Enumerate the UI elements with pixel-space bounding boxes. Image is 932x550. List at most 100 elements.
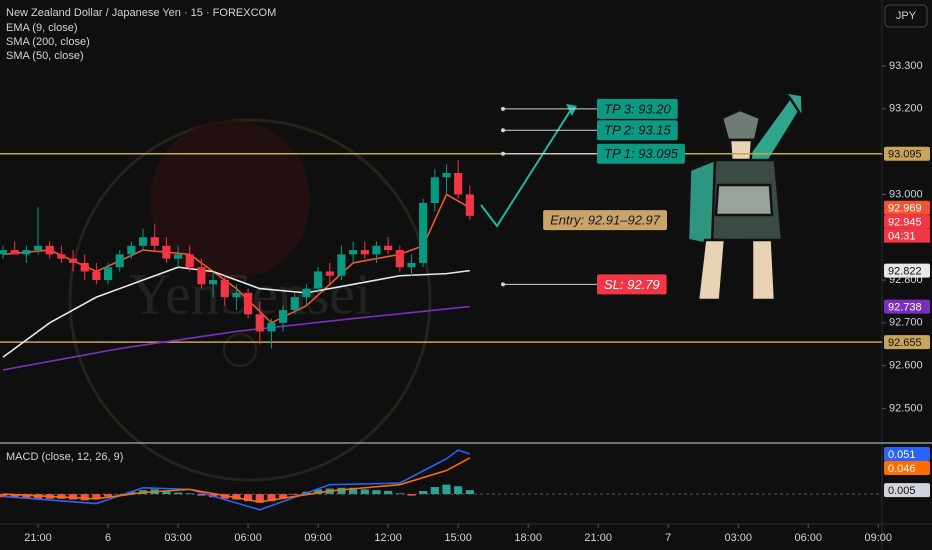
price-label: 92.738 xyxy=(888,301,922,313)
candle-body xyxy=(173,254,183,259)
legend-entry: SMA (200, close) xyxy=(6,36,90,48)
projection-arrow xyxy=(480,107,573,228)
candle-body xyxy=(430,177,439,203)
x-tick-label: 7 xyxy=(665,532,671,544)
candle-body xyxy=(419,202,428,263)
annotation-label: TP 3: 93.20 xyxy=(604,101,671,116)
price-label-box xyxy=(884,146,930,161)
chart-title: New Zealand Dollar / Japanese Yen · 15 ·… xyxy=(6,7,276,19)
candle-body xyxy=(57,254,66,259)
histogram-bar xyxy=(279,494,288,499)
histogram-bar xyxy=(267,494,276,502)
histogram-bar xyxy=(372,490,381,495)
price-label: 0.051 xyxy=(888,449,916,461)
x-tick-label: 06:00 xyxy=(234,532,262,544)
x-tick-label: 21:00 xyxy=(584,532,612,544)
legend-entry: EMA (9, close) xyxy=(6,22,78,34)
annotation-dot xyxy=(501,151,505,156)
indicator-line xyxy=(2,266,470,358)
candle-body xyxy=(267,322,276,332)
macd-title: MACD (close, 12, 26, 9) xyxy=(6,451,123,463)
annotation-label: TP 1: 93.095 xyxy=(604,146,679,161)
candle-body xyxy=(22,250,31,255)
currency[interactable]: JPY xyxy=(896,10,917,22)
x-tick-label: 03:00 xyxy=(164,532,192,544)
histogram-bar xyxy=(185,493,194,495)
annotation-label: TP 2: 93.15 xyxy=(604,123,671,138)
histogram-bar xyxy=(0,494,8,498)
candle-body xyxy=(290,297,299,311)
candle-body xyxy=(127,245,136,255)
x-tick-label: 15:00 xyxy=(444,532,472,544)
y-tick-label: 93.200 xyxy=(889,103,923,115)
y-tick-label: 92.600 xyxy=(889,360,923,372)
candle-body xyxy=(232,292,241,298)
candle-body xyxy=(0,250,8,255)
price-label: 92.969 xyxy=(888,203,922,215)
candle-body xyxy=(442,173,451,178)
histogram-bar xyxy=(419,490,428,495)
candle-body xyxy=(302,288,311,298)
annotation-dot xyxy=(501,128,505,133)
histogram-bar xyxy=(395,493,404,495)
histogram-bar xyxy=(80,494,89,501)
price-label-box xyxy=(884,483,930,498)
price-label: 92.945 xyxy=(888,217,922,229)
annotation-dot xyxy=(501,106,505,111)
candle-body xyxy=(454,173,463,195)
histogram-bar xyxy=(244,494,253,502)
x-tick-label: 03:00 xyxy=(724,532,752,544)
candle-body xyxy=(465,194,474,216)
candle-body xyxy=(138,237,148,246)
price-label-box xyxy=(884,200,930,215)
candle-body xyxy=(162,245,171,259)
x-tick-label: 21:00 xyxy=(24,532,52,544)
candle-body xyxy=(92,271,101,281)
annotation-dot xyxy=(501,282,505,287)
legend-entry: SMA (50, close) xyxy=(6,50,84,62)
annotation-box xyxy=(597,143,685,164)
candle-body xyxy=(150,237,159,246)
candle-body xyxy=(10,250,19,255)
x-tick-label: 09:00 xyxy=(304,532,332,544)
candle-body xyxy=(395,250,404,268)
annotation-label: SL: 92.79 xyxy=(604,277,660,292)
currency-box[interactable] xyxy=(884,4,928,28)
x-tick-label: 6 xyxy=(105,532,111,544)
histogram-bar xyxy=(162,490,171,495)
candle-body xyxy=(279,310,288,323)
histogram-bar xyxy=(197,494,206,496)
annotation-box xyxy=(597,120,678,141)
histogram-bar xyxy=(22,494,31,499)
candle-body xyxy=(197,267,206,285)
candle-body xyxy=(45,245,54,255)
candle-body xyxy=(103,267,113,281)
y-tick-label: 93.300 xyxy=(889,60,923,72)
histogram-bar xyxy=(465,490,474,495)
candle-body xyxy=(80,262,89,272)
histogram-bar xyxy=(232,494,241,500)
histogram-bar xyxy=(103,494,113,497)
price-label-box xyxy=(884,461,930,476)
candle-body xyxy=(407,262,416,268)
candle-body xyxy=(244,292,253,315)
price-label-box xyxy=(884,447,930,462)
histogram-bar xyxy=(255,494,264,503)
candle-body xyxy=(372,245,381,255)
price-label-box xyxy=(884,263,930,278)
histogram-bar xyxy=(337,487,346,495)
y-tick-label: 92.500 xyxy=(889,402,923,414)
histogram-bar xyxy=(454,486,463,495)
price-label: 92.822 xyxy=(888,266,922,278)
candle-body xyxy=(220,280,229,298)
y-tick-label: 93.000 xyxy=(889,188,923,200)
histogram-bar xyxy=(360,489,369,495)
x-tick-label: 09:00 xyxy=(865,532,893,544)
watermark-art xyxy=(68,118,432,482)
histogram-bar xyxy=(115,494,124,495)
price-label: 0.005 xyxy=(888,485,916,497)
histogram-bar xyxy=(430,487,439,495)
price-label-box xyxy=(884,335,930,350)
price-label-box xyxy=(884,299,930,314)
